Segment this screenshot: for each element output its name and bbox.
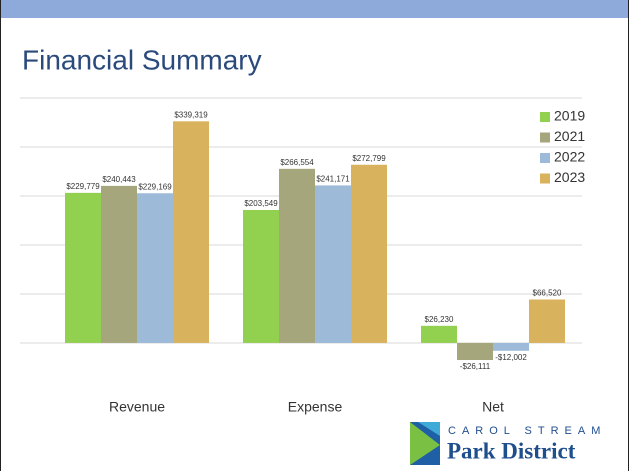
data-label: $241,171: [316, 175, 350, 184]
bar: [101, 185, 137, 343]
logo-line1: CAROL STREAM: [448, 425, 606, 437]
legend-swatch: [540, 153, 550, 163]
bar: [137, 193, 173, 343]
data-label: $240,443: [102, 175, 136, 184]
chart-title: Financial Summary: [22, 44, 262, 75]
bar: [457, 342, 493, 360]
x-tick-label: Revenue: [109, 399, 165, 415]
data-label: $229,779: [66, 182, 100, 191]
data-label: $26,230: [425, 315, 454, 324]
legend-swatch: [540, 173, 550, 184]
legend-label: 2019: [554, 108, 585, 124]
legend-label: 2021: [554, 128, 585, 144]
legend-swatch: [540, 132, 550, 143]
top-band: [0, 0, 629, 18]
legend-label: 2023: [554, 169, 585, 185]
data-label: -$12,002: [495, 353, 527, 362]
bar: [243, 209, 279, 343]
data-label: -$26,111: [460, 362, 491, 371]
bar: [173, 121, 209, 343]
data-label: $203,549: [244, 199, 278, 208]
bar: [529, 299, 565, 343]
logo-icon-sky: [418, 422, 440, 436]
legend-swatch: [540, 112, 550, 122]
x-tick-label: Expense: [288, 399, 343, 415]
data-label: $272,799: [352, 154, 386, 163]
logo: CAROL STREAM Park District: [410, 422, 606, 465]
bar: [493, 342, 529, 351]
legend-label: 2022: [554, 149, 585, 165]
bar: [421, 325, 457, 343]
data-label: $66,520: [533, 289, 562, 298]
data-label: $229,169: [138, 182, 172, 191]
logo-icon-wave: [410, 422, 440, 465]
bar: [279, 168, 315, 343]
data-label: $339,319: [174, 110, 208, 119]
bar: [315, 185, 351, 343]
x-tick-label: Net: [482, 399, 504, 415]
data-label: $266,554: [280, 158, 314, 167]
bar: [351, 164, 387, 343]
logo-line2: Park District: [447, 438, 576, 463]
bar: [65, 192, 101, 343]
